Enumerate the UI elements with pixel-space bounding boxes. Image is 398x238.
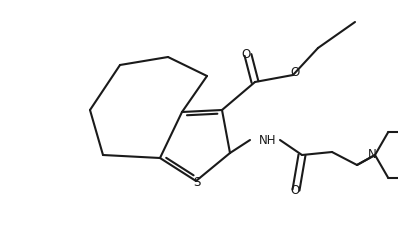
Text: O: O: [291, 184, 300, 198]
Text: S: S: [193, 177, 201, 189]
Text: NH: NH: [259, 134, 277, 147]
Text: O: O: [291, 65, 300, 79]
Text: O: O: [241, 48, 251, 60]
Text: N: N: [368, 149, 377, 162]
